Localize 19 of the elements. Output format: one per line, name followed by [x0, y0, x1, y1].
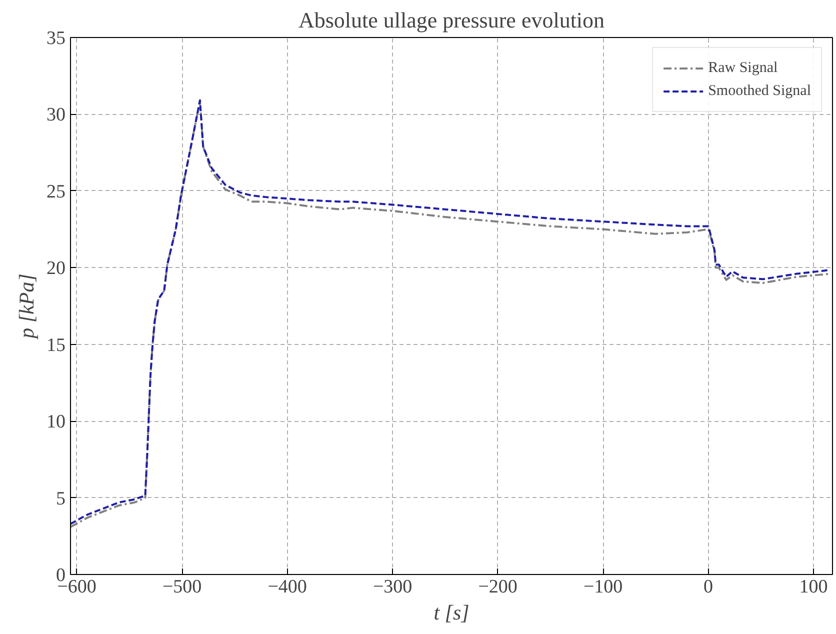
- y-tick-label: 30: [46, 104, 66, 126]
- x-tick-label: −200: [478, 576, 518, 598]
- x-tick-label: 0: [704, 576, 714, 598]
- y-tick-label: 5: [56, 488, 66, 510]
- y-axis-title: p [kPa]: [14, 274, 38, 340]
- y-tick-label: 20: [46, 258, 66, 280]
- x-tick-label: 100: [799, 576, 828, 598]
- legend-label: Raw Signal: [708, 60, 778, 76]
- x-tick-label: −300: [372, 576, 412, 598]
- x-axis-title: t [s]: [434, 600, 470, 624]
- x-tick-label: −100: [583, 576, 623, 598]
- y-tick-label: 15: [46, 334, 66, 356]
- x-tick-label: −400: [268, 576, 307, 598]
- x-tick-label: −500: [162, 576, 202, 598]
- chart-title: Absolute ullage pressure evolution: [298, 8, 605, 32]
- y-tick-label: 10: [46, 412, 66, 433]
- y-tick-label: 25: [46, 181, 66, 202]
- y-tick-label: 35: [46, 28, 66, 49]
- legend-label: Smoothed Signal: [708, 82, 811, 100]
